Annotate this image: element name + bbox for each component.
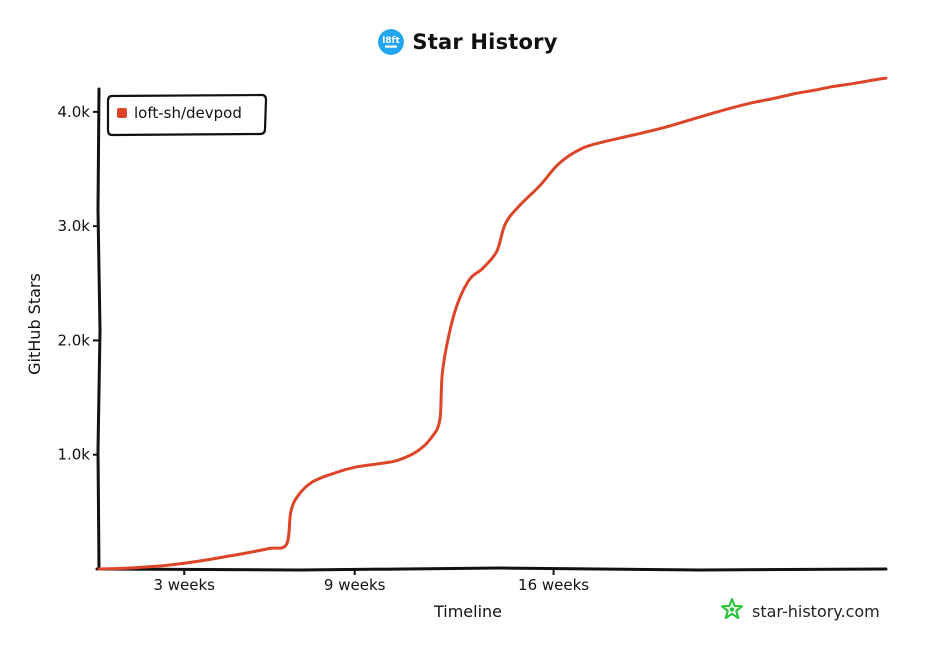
ticks: 1.0k 2.0k 3.0k 4.0k 3 weeks 9 weeks 16 weeks <box>57 103 589 594</box>
loft-logo-icon: l8ft <box>378 29 405 55</box>
x-axis-line <box>95 566 888 572</box>
watermark[interactable]: star-history.com <box>720 598 880 624</box>
axes <box>95 87 888 572</box>
y-tick-label: 1.0k <box>57 446 90 464</box>
y-tick-label: 2.0k <box>57 331 90 349</box>
legend: loft-sh/devpod <box>106 93 268 137</box>
x-axis-label: Timeline <box>433 602 502 621</box>
x-tick-label: 3 weeks <box>153 576 215 594</box>
chart-title: Star History <box>412 30 558 54</box>
chart-title-bar: l8ft Star History <box>0 26 936 58</box>
loft-logo-text: l8ft <box>383 36 401 46</box>
x-tick-label: 9 weeks <box>324 576 386 594</box>
watermark-text: star-history.com <box>752 601 880 621</box>
legend-swatch <box>117 108 127 118</box>
series-layer <box>97 76 888 571</box>
star-history-logo-icon <box>720 597 744 625</box>
y-axis-line <box>96 87 102 571</box>
y-axis-label: GitHub Stars <box>25 273 44 375</box>
y-tick-label: 3.0k <box>57 217 90 235</box>
legend-box <box>106 93 268 137</box>
y-tick-label: 4.0k <box>57 103 90 121</box>
series-line-devpod <box>97 76 888 571</box>
legend-label: loft-sh/devpod <box>134 104 242 122</box>
x-tick-label: 16 weeks <box>518 576 589 594</box>
